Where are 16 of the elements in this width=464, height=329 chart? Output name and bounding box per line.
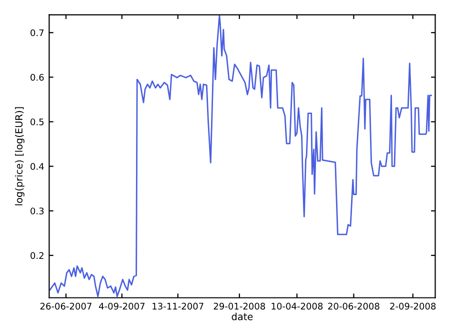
x-tick-label: 4-09-2007: [99, 302, 145, 310]
x-tick-label: 20-06-2008: [328, 302, 380, 310]
y-tick-label: 0.6: [30, 74, 44, 81]
y-tick-label: 0.3: [30, 208, 44, 214]
x-tick-label: 10-04-2008: [272, 302, 323, 310]
x-tick-label: 13-11-2007: [152, 302, 204, 310]
x-tick-label: 26-06-2007: [40, 302, 92, 310]
y-tick-label: 0.7: [30, 29, 44, 36]
x-tick-label: 29-01-2008: [214, 302, 266, 310]
x-axis-title: date: [232, 312, 253, 320]
y-axis-title: log(price) [log(EUR)]: [15, 107, 24, 206]
y-tick-label: 0.2: [30, 252, 44, 259]
y-tick-label: 0.4: [30, 163, 44, 170]
x-tick-label: 2-09-2008: [390, 302, 436, 310]
y-tick-label: 0.5: [30, 118, 44, 126]
line-series: [49, 15, 432, 298]
